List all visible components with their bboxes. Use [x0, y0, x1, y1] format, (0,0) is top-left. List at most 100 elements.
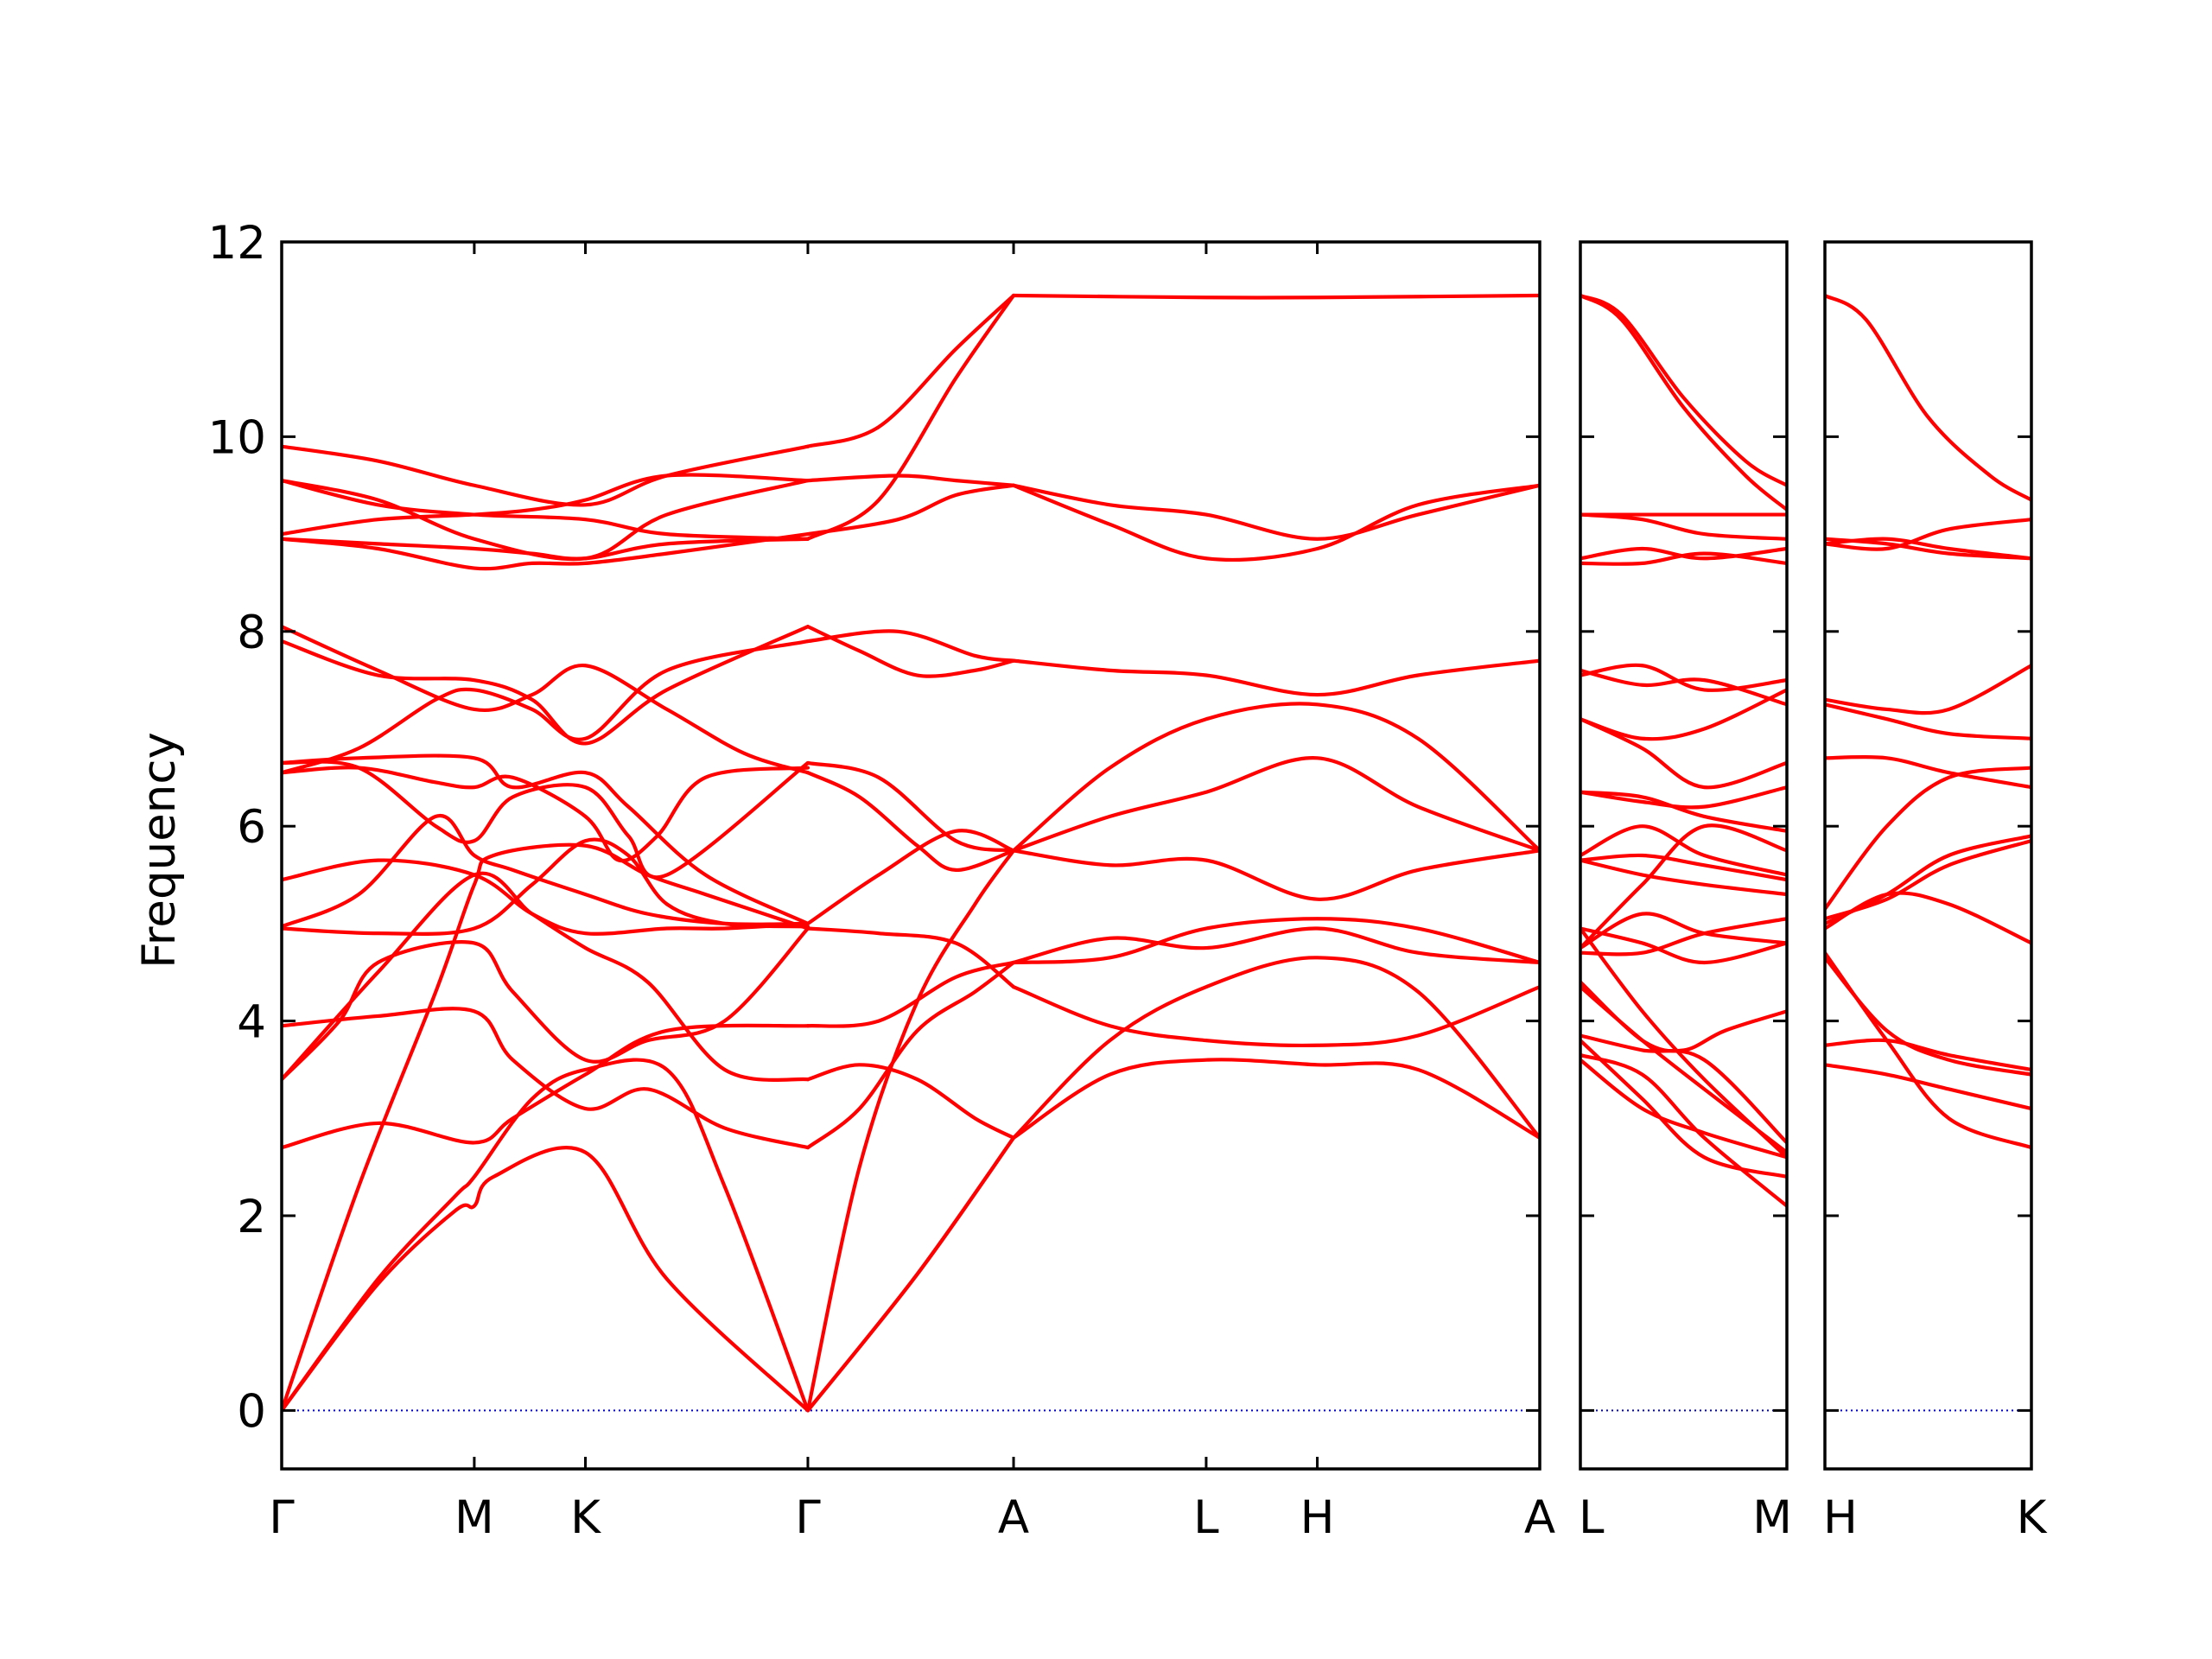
x-tick-label: Γ — [269, 1491, 295, 1544]
panel-frame — [1823, 240, 2033, 1471]
band-line — [282, 1007, 810, 1150]
band-line — [1580, 926, 1787, 965]
band-line — [805, 474, 1016, 487]
band-line — [282, 926, 810, 1082]
band-line — [1011, 926, 1540, 965]
band-line — [1011, 756, 1540, 853]
panel-frame — [1579, 240, 1789, 1471]
x-tick-label: H — [1300, 1491, 1335, 1544]
band-line — [1011, 293, 1540, 300]
band-line — [1825, 293, 2031, 502]
band-line — [1011, 917, 1540, 965]
x-tick-label: A — [998, 1491, 1029, 1544]
band-line — [805, 960, 1016, 1028]
band-line — [805, 293, 1016, 541]
x-tick-label: H — [1823, 1491, 1858, 1544]
band-line — [1580, 717, 1787, 790]
band-line — [1011, 483, 1540, 563]
band-line — [1825, 518, 2031, 551]
band-line — [1011, 985, 1540, 1048]
band-line — [1011, 702, 1540, 853]
x-tick-label: M — [1752, 1491, 1792, 1544]
band-line — [1011, 956, 1540, 1140]
band-line — [282, 532, 810, 571]
panel-1: Γ M K Γ A L H A 0 2 4 6 8 10 12 — [208, 217, 1556, 1544]
band-line — [1580, 1052, 1787, 1208]
band-line — [1580, 668, 1787, 707]
band-line — [282, 479, 810, 541]
band-line — [1580, 823, 1787, 950]
band-line — [1580, 858, 1787, 897]
band-line — [282, 813, 810, 929]
band-line — [1825, 1038, 2031, 1072]
band-line — [1580, 293, 1787, 512]
band-line — [805, 629, 1016, 663]
band-line — [1011, 1058, 1540, 1140]
band-line — [282, 639, 810, 775]
x-tick-label: Γ — [795, 1491, 821, 1544]
band-line — [805, 625, 1016, 678]
band-line — [805, 926, 1016, 989]
y-tick-label: 0 — [237, 1385, 266, 1438]
band-line — [1580, 663, 1787, 692]
band-line — [1011, 849, 1540, 901]
y-tick-label: 12 — [208, 217, 266, 270]
band-line — [1580, 1058, 1787, 1160]
band-line — [1825, 664, 2031, 715]
band-line — [282, 842, 810, 1413]
band-line — [805, 483, 1016, 537]
band-line — [282, 871, 810, 1083]
band-line — [282, 444, 810, 507]
band-line — [805, 771, 1016, 873]
y-axis-label: Frequency — [133, 732, 186, 969]
band-line — [1580, 785, 1787, 810]
band-line — [1011, 658, 1540, 697]
band-line — [1580, 551, 1787, 566]
x-tick-label: L — [1193, 1491, 1219, 1544]
band-line — [1825, 891, 2031, 945]
y-tick-label: 6 — [237, 801, 266, 854]
band-line — [1580, 980, 1787, 1053]
panel-frame — [280, 240, 1541, 1471]
band-line — [282, 1058, 810, 1413]
band-group — [282, 293, 1540, 1413]
band-line — [282, 625, 810, 775]
band-group — [1580, 293, 1787, 1208]
band-line — [805, 293, 1016, 448]
x-tick-label: K — [2017, 1491, 2048, 1544]
band-line — [282, 473, 810, 537]
band-line — [282, 753, 810, 925]
band-line — [1580, 688, 1787, 741]
band-line — [805, 1135, 1016, 1413]
y-tick-label: 8 — [237, 607, 266, 659]
band-line — [1825, 834, 2031, 925]
band-line — [1825, 754, 2031, 790]
band-line — [1580, 917, 1787, 957]
band-line — [282, 479, 810, 562]
band-line — [1825, 956, 2031, 1077]
x-tick-label: L — [1579, 1491, 1605, 1544]
band-line — [1580, 293, 1787, 487]
band-line — [1580, 546, 1787, 561]
band-line — [282, 837, 810, 937]
x-tick-label: K — [570, 1491, 601, 1544]
band-line — [282, 858, 810, 936]
y-tick-label: 4 — [237, 996, 266, 1049]
band-line — [1580, 512, 1787, 541]
band-line — [282, 625, 810, 746]
band-line — [1825, 702, 2031, 741]
band-line — [282, 760, 810, 880]
band-line — [805, 960, 1016, 1150]
band-line — [805, 1135, 1016, 1413]
band-line — [805, 849, 1016, 1413]
y-tick-label: 2 — [237, 1191, 266, 1243]
band-line — [1580, 824, 1787, 877]
band-line — [1580, 1039, 1787, 1179]
band-line — [1825, 766, 2031, 912]
band-line — [1580, 912, 1787, 950]
band-line — [1825, 537, 2031, 561]
